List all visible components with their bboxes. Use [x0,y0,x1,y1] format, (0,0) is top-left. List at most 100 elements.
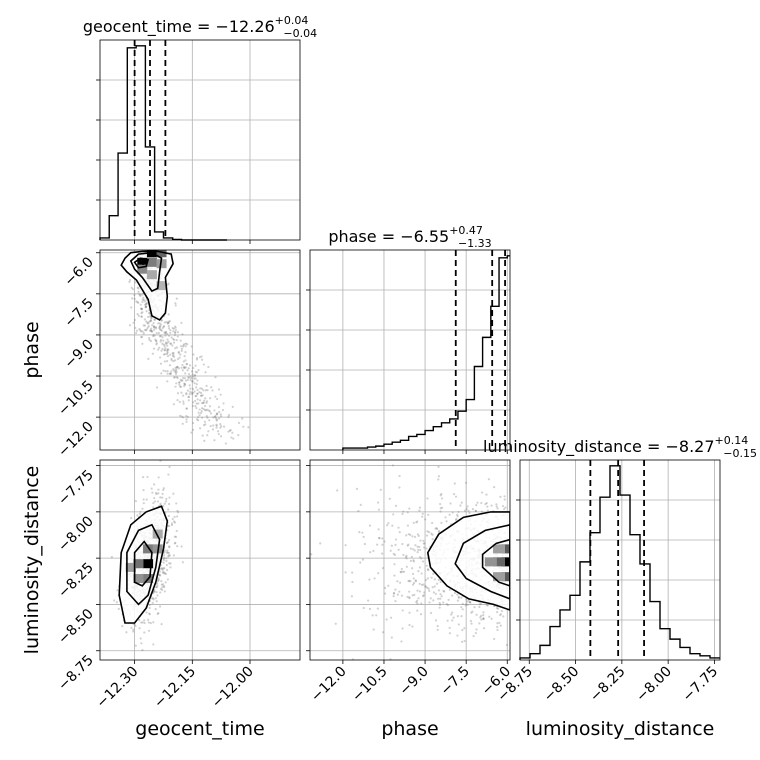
scatter-point [460,640,464,643]
density-cell [146,257,157,267]
scatter-point [147,321,150,324]
scatter-point [199,387,202,390]
hist-panel-phase [306,249,511,451]
scatter-point [170,359,173,362]
scatter-point [421,515,424,518]
scatter-point [209,397,212,400]
scatter-point [216,430,220,433]
scatter-point [490,617,493,620]
scatter-point [173,542,176,545]
scatter-point [147,322,150,325]
scatter-point [169,329,172,332]
scatter-point [451,594,454,597]
scatter-point [351,571,354,574]
scatter-point [165,497,168,501]
scatter-point [394,588,397,591]
scatter-point [183,366,186,370]
scatter-point [482,617,485,620]
scatter-point [186,389,190,392]
scatter-point [150,487,153,490]
scatter-point [158,325,162,329]
density-cell [143,544,154,554]
scatter-point [152,335,155,338]
scatter-point [185,407,188,410]
y-tick-label-luminosity-distance: −8.25 [55,560,97,602]
scatter-point [148,311,151,314]
scatter-point [496,607,500,610]
scatter-point [361,558,365,561]
pair-geocent-time-luminosity-distance-frame [99,459,301,661]
scatter-point [439,593,442,596]
scatter-point [450,613,453,616]
scatter-point [140,308,143,311]
scatter-point [164,334,167,337]
scatter-point [175,529,178,533]
scatter-point [192,401,195,404]
scatter-point [222,425,226,428]
scatter-point [165,563,168,567]
scatter-point [125,631,128,634]
scatter-point [413,593,416,596]
scatter-point [150,317,153,320]
scatter-point [427,530,430,534]
scatter-point [414,579,417,582]
scatter-point [438,529,441,532]
scatter-point [130,306,133,309]
scatter-point [139,510,142,513]
scatter-point [465,598,468,601]
scatter-point [217,432,220,436]
scatter-point [417,548,420,551]
scatter-point [139,293,142,296]
scatter-point [190,377,193,380]
scatter-point [440,493,443,496]
scatter-point [163,502,166,505]
scatter-point [383,540,386,543]
scatter-point [442,589,445,592]
hist-geocent-time-frame [99,39,301,241]
scatter-point [172,360,175,363]
scatter-point [368,607,372,611]
scatter-point [207,430,210,433]
scatter-point [163,567,166,570]
scatter-point [200,358,204,361]
scatter-point [197,369,200,372]
scatter-point [482,617,485,620]
scatter-point [166,549,169,552]
scatter-point [163,321,166,324]
scatter-point [146,618,150,621]
title-phase-sub: −1.33 [458,237,492,250]
scatter-point [454,518,458,522]
scatter-panel-geocent-time-vs-luminosity-distance [99,459,301,661]
scatter-point [440,595,443,598]
scatter-point [177,367,181,370]
scatter-point [363,542,366,546]
scatter-point [178,400,181,404]
x-tick-label-geocent-time: −12.15 [151,664,199,712]
scatter-point [183,343,186,346]
scatter-point [168,545,171,548]
pair-geocent-time-luminosity-distance-contours [118,505,169,624]
scatter-point [184,342,188,345]
scatter-point [206,389,209,392]
scatter-point [132,321,135,324]
scatter-point [459,504,462,507]
scatter-point [157,331,160,335]
scatter-point [140,307,144,310]
scatter-point [200,416,204,419]
scatter-point [456,513,459,516]
scatter-point [200,394,203,397]
scatter-point [144,306,148,309]
scatter-point [470,622,473,625]
scatter-point [208,419,211,422]
title-luminosity-distance-sub: −0.15 [723,447,757,460]
scatter-point [503,495,506,498]
scatter-point [142,296,145,299]
scatter-point [168,524,171,528]
scatter-point [140,307,143,311]
scatter-point [480,510,483,513]
scatter-point [160,349,163,352]
scatter-point [433,585,436,588]
scatter-point [171,344,174,347]
scatter-point [173,520,176,523]
scatter-point [153,483,156,486]
